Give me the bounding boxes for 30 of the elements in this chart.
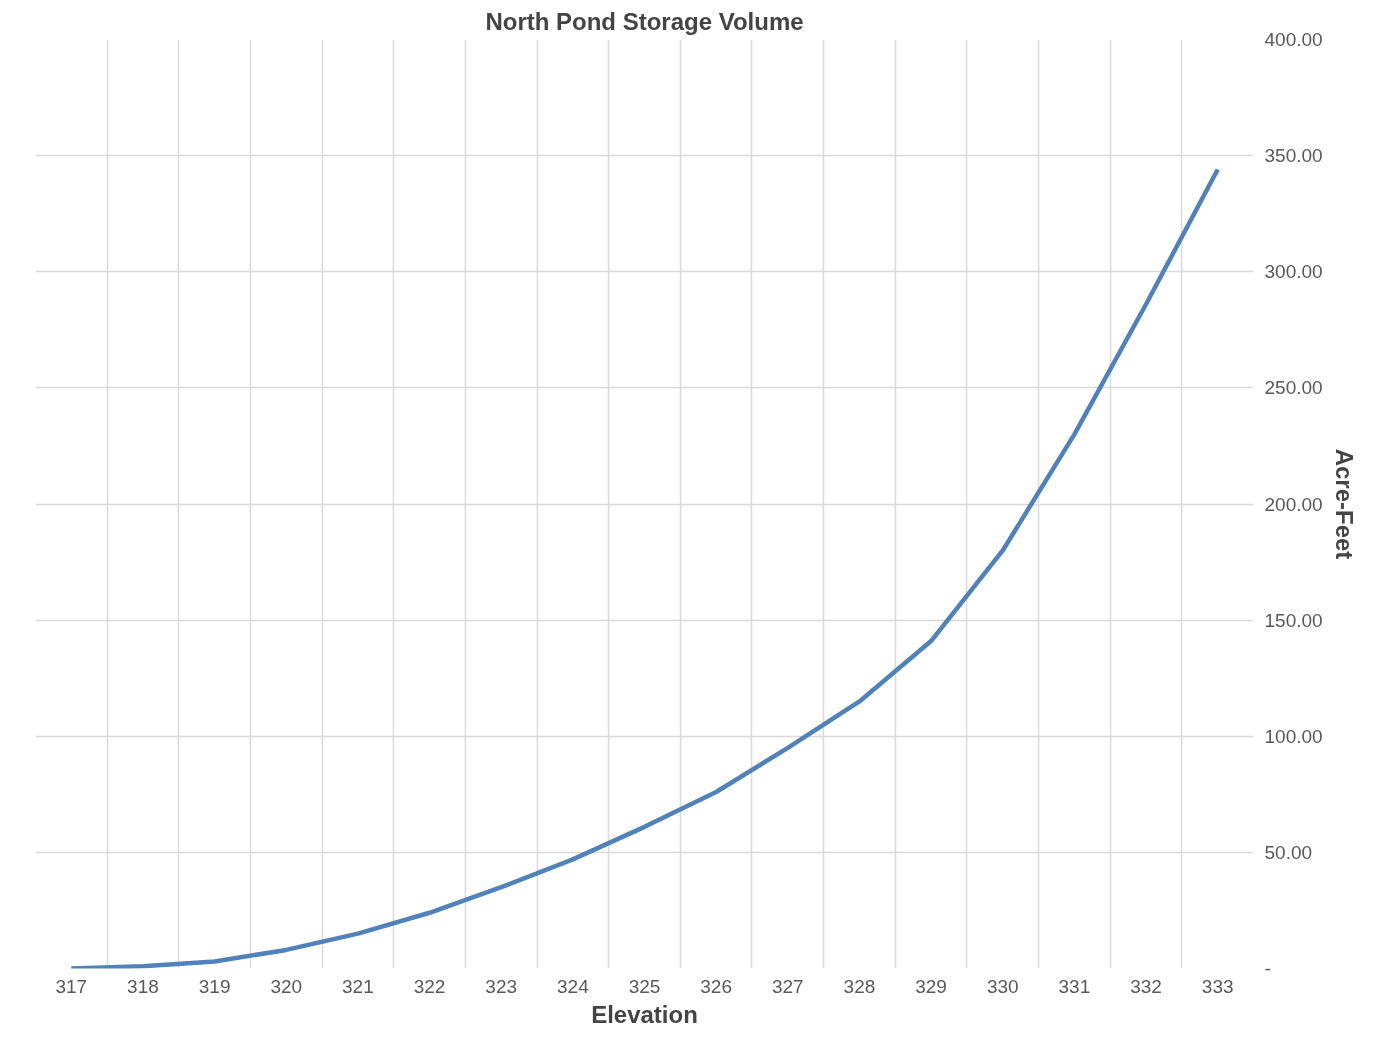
y-tick-label: - [1264,958,1271,979]
x-tick-label: 324 [557,975,590,997]
chart-title: North Pond Storage Volume [485,7,804,35]
y-tick-label: 100.00 [1264,725,1323,747]
x-tick-label: 320 [270,975,303,997]
y-tick-label: 150.00 [1264,609,1323,631]
y-tick-label: 200.00 [1264,493,1323,515]
y-tick-label: 50.00 [1264,841,1313,863]
x-tick-label: 321 [342,975,374,997]
x-tick-label: 323 [485,975,518,997]
x-tick-label: 318 [127,975,159,997]
y-tick-label: 350.00 [1264,145,1323,167]
x-axis-title: Elevation [591,1000,698,1028]
y-tick-label: 250.00 [1264,377,1323,399]
x-tick-label: 319 [198,975,231,997]
y-axis-title: Acre-Feet [1330,448,1358,560]
y-tick-label: 400.00 [1264,29,1323,50]
x-tick-label: 317 [55,975,88,997]
x-tick-label: 329 [915,975,947,997]
y-tick-label: 300.00 [1264,261,1323,283]
x-tick-label: 326 [700,975,732,997]
x-tick-label: 333 [1201,975,1234,997]
x-tick-label: 330 [986,975,1019,997]
x-tick-label: 322 [413,975,446,997]
x-tick-label: 332 [1130,975,1162,997]
x-tick-label: 328 [843,975,876,997]
x-tick-label: 331 [1058,975,1091,997]
x-tick-label: 327 [771,975,804,997]
line-series [69,167,1220,969]
x-tick-label: 325 [628,975,661,997]
